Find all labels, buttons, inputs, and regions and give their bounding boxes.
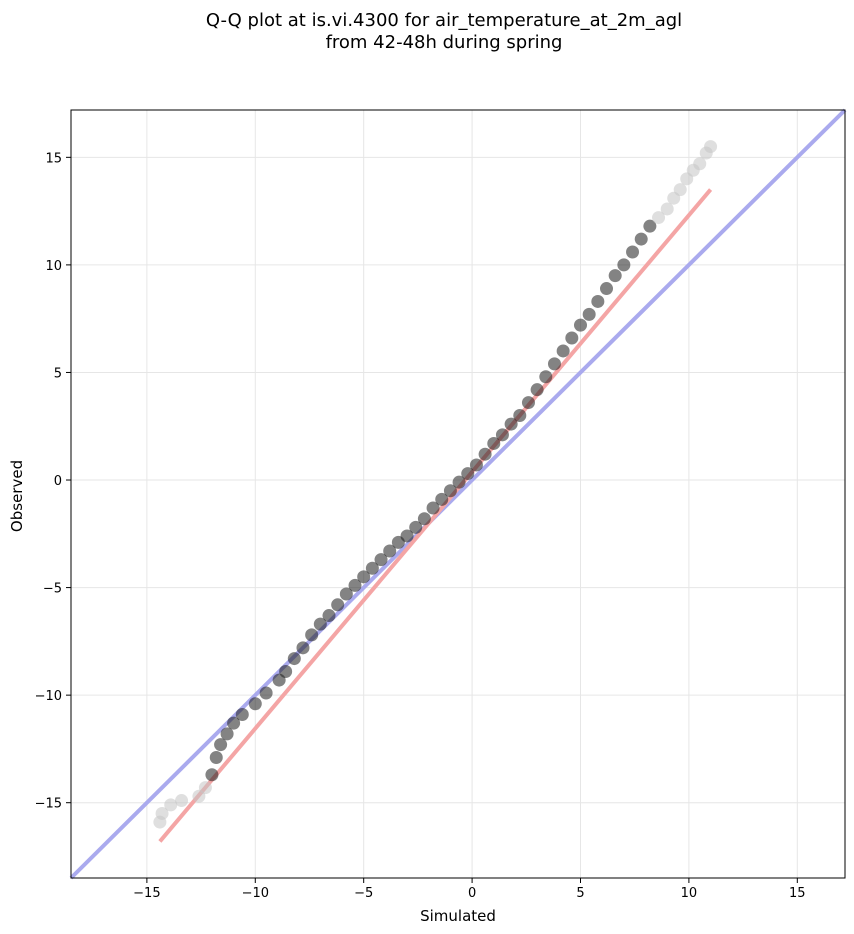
qq-point xyxy=(409,520,423,534)
plot-area-frame xyxy=(70,109,846,879)
x-axis-label: Simulated xyxy=(420,907,496,925)
qq-point xyxy=(521,396,535,410)
qq-point xyxy=(693,157,707,171)
qq-point xyxy=(582,307,596,321)
qq-point xyxy=(617,258,631,272)
qq-point xyxy=(322,609,336,623)
y-tick-label: −15 xyxy=(35,797,62,812)
y-tick-label: 15 xyxy=(45,151,62,166)
qq-point xyxy=(565,331,579,345)
fitted-regression-line xyxy=(158,188,713,843)
qq-point xyxy=(469,458,483,472)
qq-point xyxy=(461,467,475,481)
qq-point xyxy=(155,806,169,820)
qq-point xyxy=(591,294,605,308)
qq-point xyxy=(164,798,178,812)
x-tick-label: −10 xyxy=(242,886,269,901)
qq-point xyxy=(220,727,234,741)
qq-point xyxy=(339,587,353,601)
qq-point xyxy=(248,697,262,711)
qq-point xyxy=(417,512,431,526)
qq-point xyxy=(400,529,414,543)
qq-point xyxy=(296,641,310,655)
x-tick-label: 0 xyxy=(468,886,476,901)
qq-point xyxy=(305,628,319,642)
qq-point xyxy=(452,475,466,489)
qq-point xyxy=(209,751,223,765)
x-tick-label: −5 xyxy=(354,886,373,901)
qq-point xyxy=(313,617,327,631)
identity-reference-line xyxy=(69,108,847,880)
qq-point xyxy=(495,428,509,442)
qq-point xyxy=(259,686,273,700)
qq-point xyxy=(374,553,388,567)
y-axis-label: Observed xyxy=(8,460,26,532)
chart-title-line2: from 42-48h during spring xyxy=(326,32,563,53)
qq-point xyxy=(175,794,189,808)
qq-point xyxy=(357,570,371,584)
qq-point xyxy=(608,269,622,283)
y-tick-label: 10 xyxy=(45,259,62,274)
x-tick-label: 10 xyxy=(681,886,698,901)
qq-point xyxy=(426,501,440,515)
qq-point xyxy=(556,344,570,358)
chart-title-line1: Q-Q plot at is.vi.4300 for air_temperatu… xyxy=(206,10,682,31)
qq-point xyxy=(365,561,379,575)
qq-point xyxy=(214,738,228,752)
qq-point xyxy=(673,183,687,197)
qq-point xyxy=(504,417,518,431)
x-tick-label: 15 xyxy=(789,886,806,901)
y-tick-label: −5 xyxy=(43,582,62,597)
qq-point xyxy=(443,484,457,498)
qq-point xyxy=(660,202,674,216)
qq-point xyxy=(227,716,241,730)
y-tick-label: −10 xyxy=(35,689,62,704)
qq-point xyxy=(478,447,492,461)
y-tick-label: 0 xyxy=(54,474,62,489)
qq-point xyxy=(704,140,718,154)
qq-point xyxy=(331,598,345,612)
qq-point xyxy=(539,370,553,384)
y-tick-label: 5 xyxy=(54,366,62,381)
qq-point xyxy=(287,652,301,666)
qq-point xyxy=(626,245,640,259)
qq-point xyxy=(643,219,657,233)
qq-point xyxy=(198,781,212,795)
x-tick-label: −15 xyxy=(133,886,160,901)
qq-point xyxy=(573,318,587,332)
qq-point xyxy=(435,492,449,506)
qq-point xyxy=(652,211,666,225)
qq-point xyxy=(600,282,614,296)
qq-point xyxy=(279,664,293,678)
qq-point xyxy=(205,768,219,782)
qq-point xyxy=(487,436,501,450)
qq-point xyxy=(383,544,397,558)
qq-point xyxy=(348,578,362,592)
qq-point xyxy=(513,408,527,422)
qq-point xyxy=(235,708,249,722)
qq-point xyxy=(530,383,544,397)
qq-point xyxy=(547,357,561,371)
x-tick-label: 5 xyxy=(576,886,584,901)
qq-point xyxy=(634,232,648,246)
